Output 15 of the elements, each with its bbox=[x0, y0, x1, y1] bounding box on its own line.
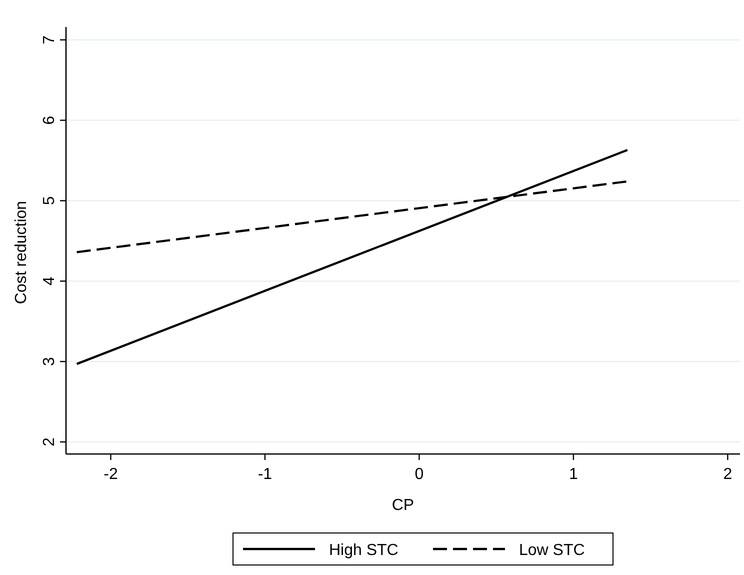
y-tick-label: 4 bbox=[41, 276, 58, 286]
x-tick-label: 2 bbox=[723, 466, 732, 483]
y-tick-label: 6 bbox=[41, 116, 58, 125]
x-tick-label: 0 bbox=[414, 466, 424, 483]
x-tick-label: -2 bbox=[104, 466, 118, 483]
x-axis-title: CP bbox=[392, 497, 414, 514]
y-tick-label: 2 bbox=[41, 437, 58, 446]
x-tick-label: -1 bbox=[258, 466, 272, 483]
y-tick-label: 5 bbox=[41, 196, 58, 206]
y-axis-title: Cost reduction bbox=[13, 200, 30, 304]
y-tick-label: 7 bbox=[41, 35, 58, 44]
x-tick-label: 1 bbox=[568, 466, 578, 483]
legend-label: Low STC bbox=[519, 542, 585, 559]
legend-label: High STC bbox=[329, 542, 398, 559]
y-tick-label: 3 bbox=[41, 356, 58, 366]
